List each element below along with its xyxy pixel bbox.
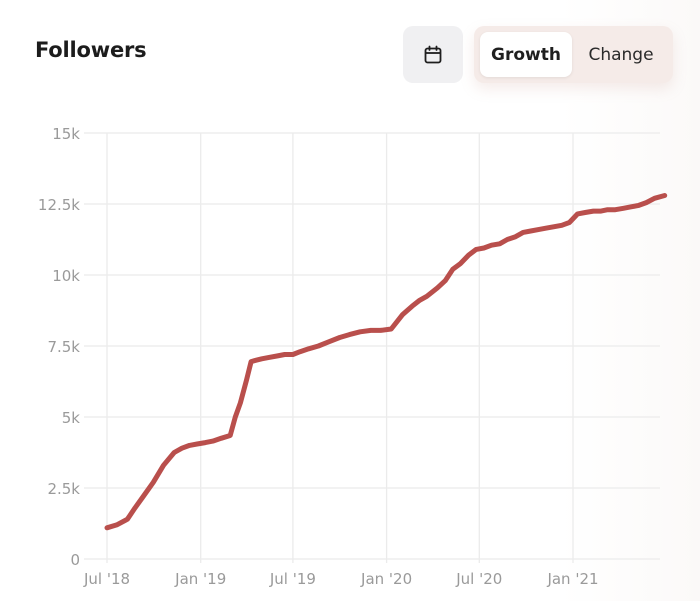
x-tick-label: Jul '19 [269,570,316,588]
view-toggle: Growth Change [474,26,673,83]
chart-svg: 0 2.5k 5k 7.5k 10k 12.5k 15k Jul '18 Jan '19 Jul … [0,100,700,601]
date-range-button[interactable] [403,26,463,83]
x-tick-label: Jul '20 [455,570,502,588]
x-tick-label: Jan '20 [360,570,412,588]
y-tick-label: 7.5k [47,338,80,356]
y-tick-label: 12.5k [38,196,80,214]
y-tick-label: 5k [62,409,81,427]
x-tick-label: Jan '19 [174,570,226,588]
tab-change[interactable]: Change [574,32,668,77]
y-tick-label: 15k [52,125,80,143]
followers-chart: 0 2.5k 5k 7.5k 10k 12.5k 15k Jul '18 Jan '19 Jul … [0,100,700,601]
x-tick-label: Jan '21 [546,570,598,588]
calendar-icon [423,45,443,65]
followers-line [107,196,665,528]
page-title: Followers [35,38,146,62]
y-tick-label: 0 [70,551,80,569]
x-tick-label: Jul '18 [83,570,130,588]
y-tick-label: 10k [52,267,80,285]
y-tick-label: 2.5k [47,480,80,498]
tab-growth[interactable]: Growth [480,32,572,77]
